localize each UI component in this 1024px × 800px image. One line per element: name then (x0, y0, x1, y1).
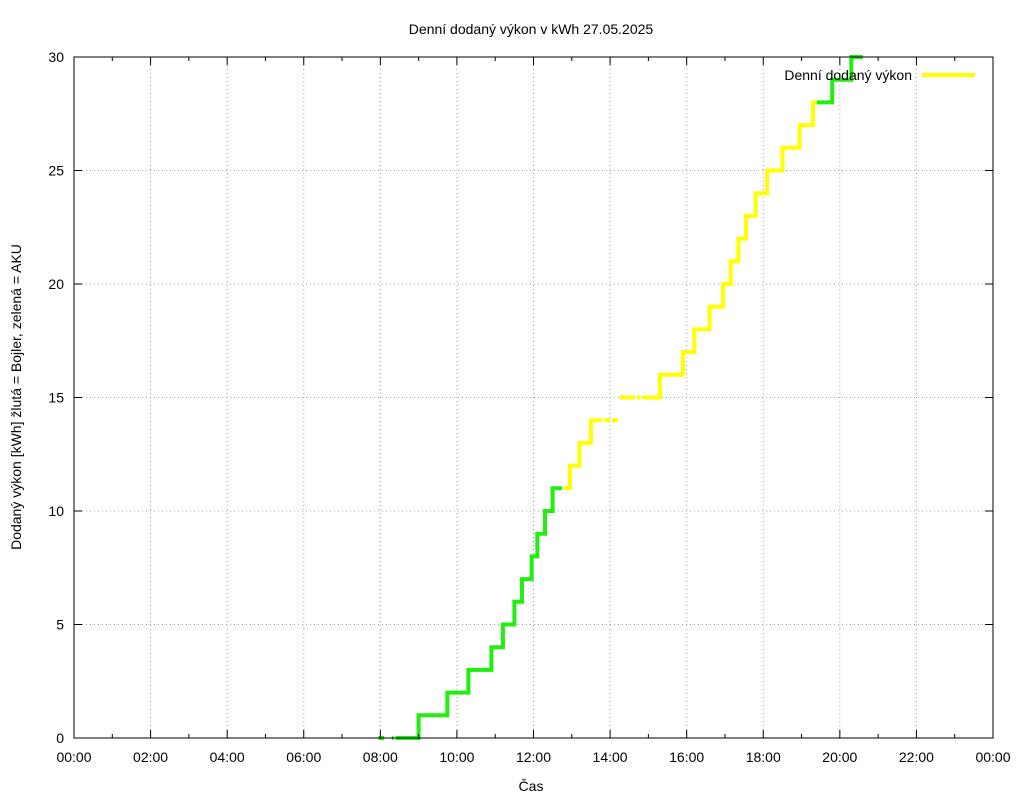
y-tick-label: 30 (48, 49, 64, 65)
y-tick-label: 15 (48, 390, 64, 406)
chart-title: Denní dodaný výkon v kWh 27.05.2025 (409, 21, 654, 37)
x-tick-label: 12:00 (516, 749, 551, 765)
y-tick-label: 10 (48, 503, 64, 519)
x-axis-label: Čas (519, 778, 544, 794)
y-axis-label: Dodaný výkon [kWh] žlutá = Bojler, zelen… (8, 244, 24, 550)
y-tick-label: 25 (48, 163, 64, 179)
x-tick-label: 16:00 (669, 749, 704, 765)
legend: Denní dodaný výkon (784, 67, 975, 83)
grid (74, 57, 993, 738)
y-tick-labels: 0 5 10 15 20 25 30 (48, 49, 64, 746)
x-tick-label: 10:00 (439, 749, 474, 765)
yellow-series-segment (642, 100, 817, 400)
legend-label: Denní dodaný výkon (784, 67, 912, 83)
x-tick-label: 14:00 (593, 749, 628, 765)
x-tick-label: 04:00 (210, 749, 245, 765)
x-tick-label: 08:00 (363, 749, 398, 765)
x-tick-label: 18:00 (746, 749, 781, 765)
y-tick-label: 20 (48, 276, 64, 292)
y-tick-label: 5 (56, 617, 64, 633)
green-series-segment (395, 486, 563, 740)
y-tick-label: 0 (56, 730, 64, 746)
x-tick-labels: 00:00 02:00 04:00 06:00 08:00 10:00 12:00 14:00… (56, 749, 1010, 765)
axis-ticks (73, 56, 994, 739)
x-tick-label: 00:00 (975, 749, 1010, 765)
yellow-series-segment (564, 418, 603, 491)
x-tick-label: 20:00 (822, 749, 857, 765)
x-tick-label: 22:00 (899, 749, 934, 765)
x-tick-label: 00:00 (56, 749, 91, 765)
x-tick-label: 06:00 (286, 749, 321, 765)
x-tick-label: 02:00 (133, 749, 168, 765)
